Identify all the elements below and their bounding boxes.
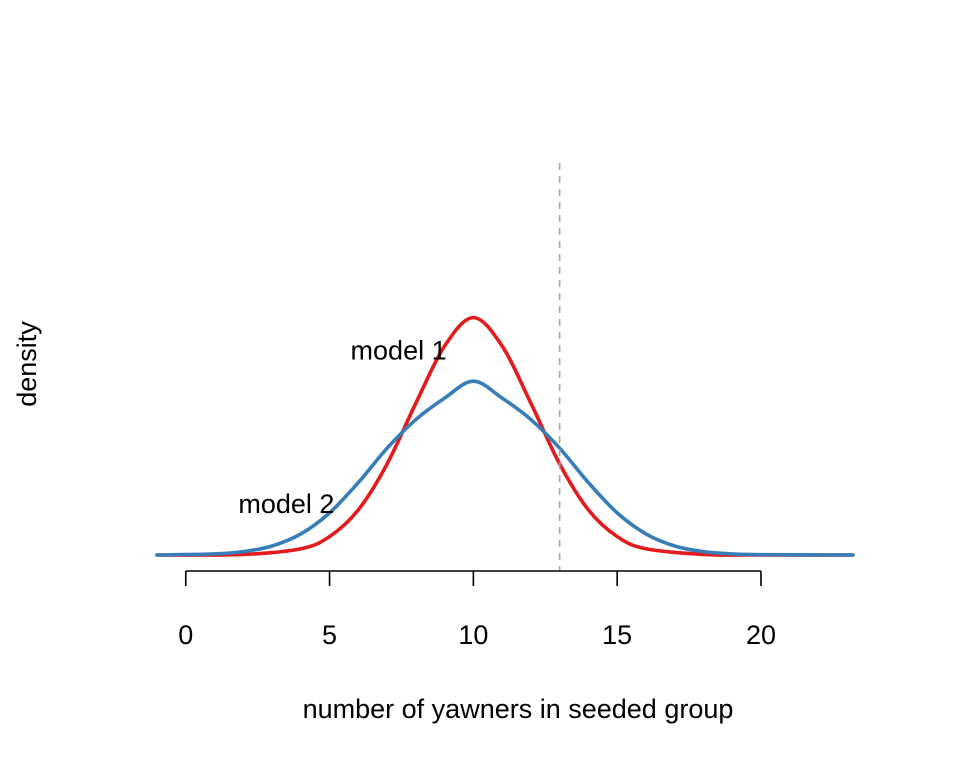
annotation-model-2: model 2 — [238, 489, 334, 519]
curves-layer — [155, 315, 855, 557]
x-tick-label-10: 10 — [458, 620, 488, 650]
annotations-layer: model 1 model 2 — [238, 335, 446, 518]
annotation-model-1: model 1 — [351, 335, 447, 365]
y-axis-title: density — [12, 321, 42, 407]
x-axis: 0 5 10 15 20 — [178, 570, 776, 650]
x-tick-label-20: 20 — [746, 620, 776, 650]
x-tick-label-5: 5 — [322, 620, 337, 650]
x-tick-label-15: 15 — [602, 620, 632, 650]
series-2-line — [155, 379, 855, 557]
series-1-line — [155, 315, 855, 557]
x-axis-title: number of yawners in seeded group — [303, 694, 734, 724]
x-tick-label-0: 0 — [178, 620, 193, 650]
x-ticks: 0 5 10 15 20 — [178, 571, 776, 650]
